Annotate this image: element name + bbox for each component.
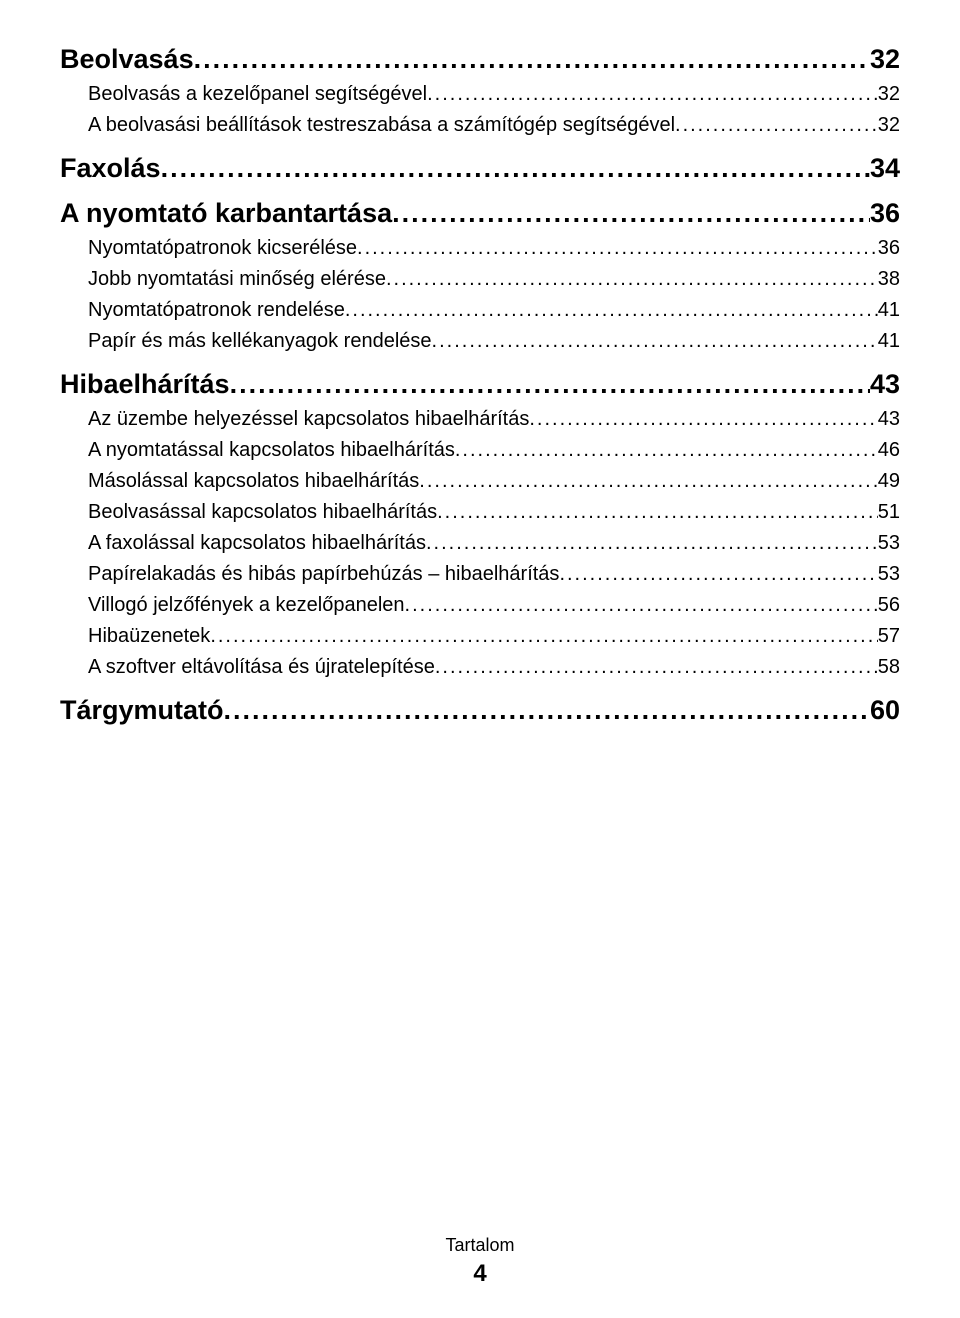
toc-entry-level2: A szoftver eltávolítása és újratelepítés… (88, 654, 900, 681)
toc-entry-page: 53 (878, 530, 900, 557)
toc-entry-level2: Másolással kapcsolatos hibaelhárítás....… (88, 468, 900, 495)
toc-entry-label: Nyomtatópatronok rendelése (88, 297, 345, 324)
toc-entry-level2: Nyomtatópatronok kicserélése............… (88, 235, 900, 262)
toc-entry-label: Jobb nyomtatási minőség elérése (88, 266, 386, 293)
toc-entry-page: 32 (870, 44, 900, 75)
toc-dot-leader: ........................................… (386, 266, 878, 293)
toc-entry-label: Tárgymutató (60, 695, 224, 726)
toc-dot-leader: ........................................… (455, 437, 878, 464)
toc-entry-level2: A faxolással kapcsolatos hibaelhárítás..… (88, 530, 900, 557)
toc-entry-level2: Nyomtatópatronok rendelése..............… (88, 297, 900, 324)
toc-entry-label: Faxolás (60, 153, 161, 184)
toc-entry-level2: Beolvasás a kezelőpanel segítségével....… (88, 81, 900, 108)
toc-entry-label: Beolvasással kapcsolatos hibaelhárítás (88, 499, 437, 526)
toc-entry-page: 32 (878, 112, 900, 139)
toc-entry-label: Papír és más kellékanyagok rendelése (88, 328, 432, 355)
toc-dot-leader: ........................................… (161, 153, 870, 184)
toc-entry-level2: Hibaüzenetek............................… (88, 623, 900, 650)
toc-dot-leader: ........................................… (194, 44, 870, 75)
toc-entry-level2: A nyomtatással kapcsolatos hibaelhárítás… (88, 437, 900, 464)
toc-entry-label: A szoftver eltávolítása és újratelepítés… (88, 654, 435, 681)
toc-entry-level1: Tárgymutató.............................… (60, 695, 900, 726)
toc-entry-level1: A nyomtató karbantartása................… (60, 198, 900, 229)
toc-dot-leader: ........................................… (345, 297, 878, 324)
toc-entry-label: A nyomtató karbantartása (60, 198, 392, 229)
toc-entry-label: Beolvasás a kezelőpanel segítségével (88, 81, 427, 108)
toc-dot-leader: ........................................… (675, 112, 878, 139)
toc-entry-page: 60 (870, 695, 900, 726)
toc-dot-leader: ........................................… (435, 654, 878, 681)
toc-entry-level2: A beolvasási beállítások testreszabása a… (88, 112, 900, 139)
toc-entry-level1: Hibaelhárítás...........................… (60, 369, 900, 400)
toc-dot-leader: ........................................… (529, 406, 877, 433)
page-footer: Tartalom 4 (0, 1235, 960, 1288)
toc-entry-label: Papírelakadás és hibás papírbehúzás – hi… (88, 561, 559, 588)
toc-entry-label: Hibaüzenetek (88, 623, 210, 650)
toc-entry-page: 41 (878, 297, 900, 324)
toc-entry-level2: Az üzembe helyezéssel kapcsolatos hibael… (88, 406, 900, 433)
table-of-contents: Beolvasás...............................… (60, 44, 900, 726)
toc-dot-leader: ........................................… (224, 695, 870, 726)
toc-entry-page: 56 (878, 592, 900, 619)
toc-entry-label: Villogó jelzőfények a kezelőpanelen (88, 592, 405, 619)
toc-entry-label: Hibaelhárítás (60, 369, 230, 400)
toc-entry-level1: Faxolás.................................… (60, 153, 900, 184)
toc-entry-label: Beolvasás (60, 44, 194, 75)
toc-entry-page: 57 (878, 623, 900, 650)
toc-dot-leader: ........................................… (432, 328, 878, 355)
toc-entry-label: Nyomtatópatronok kicserélése (88, 235, 357, 262)
toc-entry-page: 43 (870, 369, 900, 400)
toc-entry-page: 41 (878, 328, 900, 355)
toc-dot-leader: ........................................… (419, 468, 877, 495)
toc-entry-label: Az üzembe helyezéssel kapcsolatos hibael… (88, 406, 529, 433)
toc-entry-label: A faxolással kapcsolatos hibaelhárítás (88, 530, 426, 557)
toc-dot-leader: ........................................… (405, 592, 878, 619)
toc-entry-page: 38 (878, 266, 900, 293)
toc-dot-leader: ........................................… (427, 81, 878, 108)
footer-page-number: 4 (0, 1260, 960, 1288)
toc-entry-level2: Papírelakadás és hibás papírbehúzás – hi… (88, 561, 900, 588)
toc-entry-page: 34 (870, 153, 900, 184)
toc-entry-page: 53 (878, 561, 900, 588)
page-container: Beolvasás...............................… (0, 0, 960, 1318)
toc-dot-leader: ........................................… (559, 561, 877, 588)
toc-dot-leader: ........................................… (230, 369, 870, 400)
toc-dot-leader: ........................................… (392, 198, 870, 229)
toc-dot-leader: ........................................… (210, 623, 877, 650)
toc-entry-page: 49 (878, 468, 900, 495)
toc-entry-page: 36 (878, 235, 900, 262)
toc-dot-leader: ........................................… (426, 530, 878, 557)
toc-entry-level2: Jobb nyomtatási minőség elérése.........… (88, 266, 900, 293)
toc-entry-label: Másolással kapcsolatos hibaelhárítás (88, 468, 419, 495)
toc-entry-page: 58 (878, 654, 900, 681)
toc-entry-level1: Beolvasás...............................… (60, 44, 900, 75)
toc-dot-leader: ........................................… (357, 235, 878, 262)
toc-entry-page: 51 (878, 499, 900, 526)
toc-entry-page: 36 (870, 198, 900, 229)
toc-entry-level2: Papír és más kellékanyagok rendelése....… (88, 328, 900, 355)
toc-dot-leader: ........................................… (437, 499, 878, 526)
footer-section-label: Tartalom (0, 1235, 960, 1256)
toc-entry-level2: Beolvasással kapcsolatos hibaelhárítás..… (88, 499, 900, 526)
toc-entry-page: 43 (878, 406, 900, 433)
toc-entry-level2: Villogó jelzőfények a kezelőpanelen.....… (88, 592, 900, 619)
toc-entry-label: A nyomtatással kapcsolatos hibaelhárítás (88, 437, 455, 464)
toc-entry-page: 46 (878, 437, 900, 464)
toc-entry-page: 32 (878, 81, 900, 108)
toc-entry-label: A beolvasási beállítások testreszabása a… (88, 112, 675, 139)
